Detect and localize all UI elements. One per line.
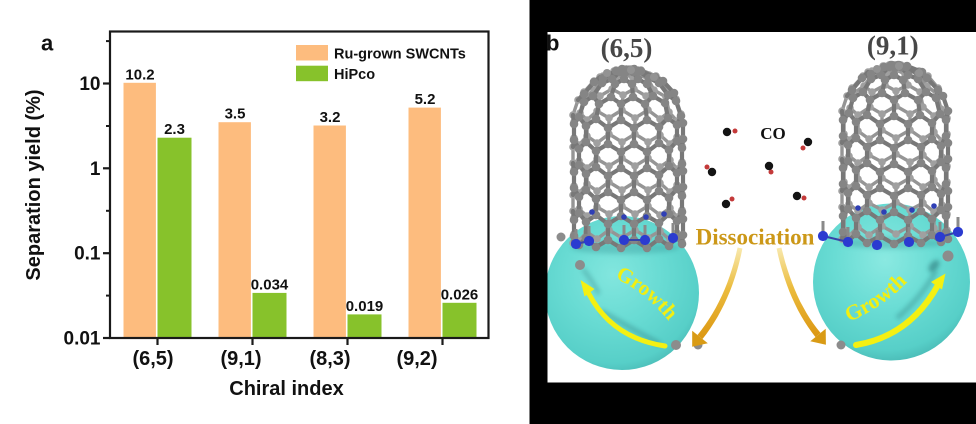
svg-text:3.5: 3.5: [225, 106, 246, 123]
svg-text:(6,5): (6,5): [601, 33, 653, 63]
svg-text:Chiral index: Chiral index: [229, 378, 343, 400]
svg-text:5.2: 5.2: [415, 91, 436, 108]
svg-text:HiPco: HiPco: [334, 67, 375, 83]
svg-text:(6,5): (6,5): [132, 348, 173, 370]
svg-text:(8,3): (8,3): [309, 348, 350, 370]
svg-text:(9,2): (9,2): [396, 348, 437, 370]
svg-text:0.1: 0.1: [74, 244, 101, 265]
svg-text:1: 1: [90, 159, 101, 180]
svg-text:0.026: 0.026: [441, 286, 479, 303]
svg-text:10: 10: [79, 74, 100, 95]
svg-text:0.01: 0.01: [64, 329, 101, 350]
svg-text:2.3: 2.3: [164, 121, 185, 138]
svg-text:Ru-grown SWCNTs: Ru-grown SWCNTs: [334, 47, 466, 63]
svg-text:10.2: 10.2: [125, 66, 154, 83]
svg-text:Dissociation: Dissociation: [696, 225, 815, 250]
svg-text:0.019: 0.019: [346, 298, 384, 315]
svg-text:CO: CO: [760, 124, 786, 143]
svg-text:(9,1): (9,1): [867, 31, 919, 61]
svg-text:3.2: 3.2: [320, 109, 341, 126]
svg-text:a: a: [41, 31, 54, 56]
svg-text:(9,1): (9,1): [220, 348, 261, 370]
svg-text:0.034: 0.034: [251, 276, 289, 293]
svg-text:b: b: [546, 31, 559, 56]
svg-text:Separation yield (%): Separation yield (%): [23, 89, 45, 280]
